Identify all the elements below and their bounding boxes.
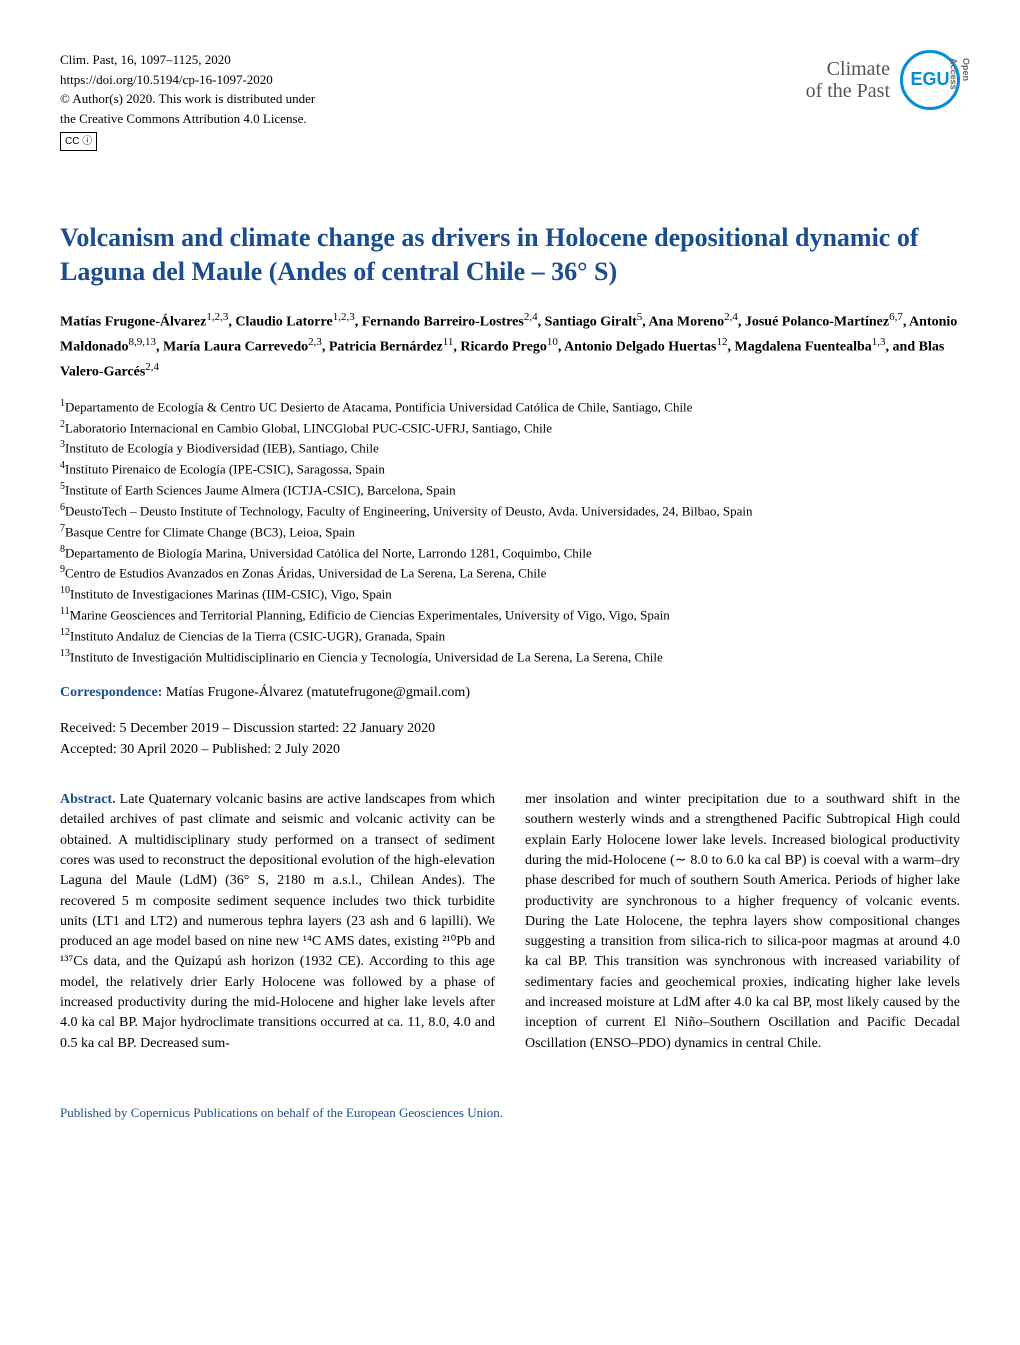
affiliation-item: 7Basque Centre for Climate Change (BC3),…: [60, 521, 960, 542]
open-access-label: Open Access: [947, 58, 972, 107]
affiliation-item: 9Centro de Estudios Avanzados en Zonas Á…: [60, 562, 960, 583]
abstract-text-left: Late Quaternary volcanic basins are acti…: [60, 792, 495, 1051]
affiliation-item: 2Laboratorio Internacional en Cambio Glo…: [60, 417, 960, 438]
abstract: Abstract. Late Quaternary volcanic basin…: [60, 790, 960, 1054]
affiliation-item: 6DeustoTech – Deusto Institute of Techno…: [60, 500, 960, 521]
publisher-footer: Published by Copernicus Publications on …: [60, 1104, 960, 1122]
correspondence-label: Correspondence:: [60, 685, 162, 700]
abstract-text-right: mer insolation and winter precipitation …: [525, 792, 960, 1051]
citation-block: Clim. Past, 16, 1097–1125, 2020 https://…: [60, 50, 315, 151]
affiliation-item: 8Departamento de Biología Marina, Univer…: [60, 542, 960, 563]
dates-line2: Accepted: 30 April 2020 – Published: 2 J…: [60, 739, 960, 760]
affiliation-item: 10Instituto de Investigaciones Marinas (…: [60, 583, 960, 604]
publication-dates: Received: 5 December 2019 – Discussion s…: [60, 718, 960, 760]
affiliation-item: 13Instituto de Investigación Multidiscip…: [60, 646, 960, 667]
journal-line2: of the Past: [806, 80, 890, 102]
abstract-label: Abstract.: [60, 792, 116, 807]
abstract-col-right: mer insolation and winter precipitation …: [525, 790, 960, 1054]
affiliation-item: 4Instituto Pirenaico de Ecología (IPE-CS…: [60, 458, 960, 479]
abstract-col-left: Abstract. Late Quaternary volcanic basin…: [60, 790, 495, 1054]
egu-logo-text: EGU: [910, 67, 949, 92]
authors-list: Matías Frugone-Álvarez1,2,3, Claudio Lat…: [60, 309, 960, 384]
article-title: Volcanism and climate change as drivers …: [60, 221, 960, 289]
affiliation-item: 5Institute of Earth Sciences Jaume Almer…: [60, 479, 960, 500]
cc-badge: CC ⓘ: [60, 132, 97, 151]
egu-logo: EGU Open Access: [900, 50, 960, 110]
citation-line: Clim. Past, 16, 1097–1125, 2020: [60, 50, 315, 70]
journal-name: Climate of the Past: [806, 58, 890, 102]
correspondence-text: Matías Frugone-Álvarez (matutefrugone@gm…: [162, 685, 470, 700]
affiliation-item: 1Departamento de Ecología & Centro UC De…: [60, 396, 960, 417]
license-line: the Creative Commons Attribution 4.0 Lic…: [60, 109, 315, 129]
affiliation-item: 11Marine Geosciences and Territorial Pla…: [60, 604, 960, 625]
affiliation-item: 12Instituto Andaluz de Ciencias de la Ti…: [60, 625, 960, 646]
correspondence: Correspondence: Matías Frugone-Álvarez (…: [60, 683, 960, 703]
dates-line1: Received: 5 December 2019 – Discussion s…: [60, 718, 960, 739]
journal-branding: Climate of the Past EGU Open Access: [806, 50, 960, 110]
copyright-line: © Author(s) 2020. This work is distribut…: [60, 89, 315, 109]
journal-line1: Climate: [806, 58, 890, 80]
page-header: Clim. Past, 16, 1097–1125, 2020 https://…: [60, 50, 960, 151]
doi-line: https://doi.org/10.5194/cp-16-1097-2020: [60, 70, 315, 90]
affiliation-item: 3Instituto de Ecología y Biodiversidad (…: [60, 437, 960, 458]
affiliations-list: 1Departamento de Ecología & Centro UC De…: [60, 396, 960, 667]
